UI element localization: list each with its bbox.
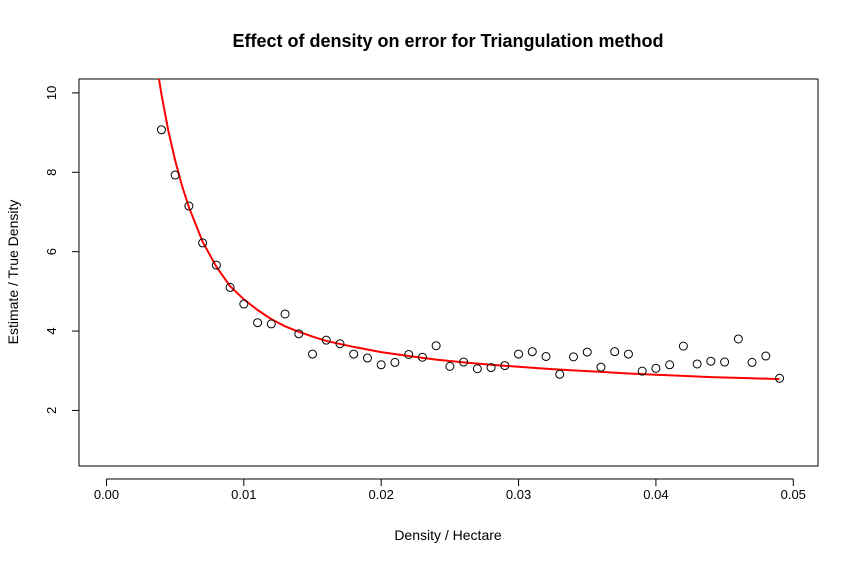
data-point bbox=[733, 334, 743, 344]
data-point bbox=[665, 360, 675, 370]
y-tick-label: 2 bbox=[44, 407, 59, 414]
data-point bbox=[308, 349, 318, 359]
plot-area-frame bbox=[78, 78, 819, 467]
data-point bbox=[321, 335, 331, 345]
data-point bbox=[404, 349, 414, 359]
data-points-layer bbox=[156, 125, 785, 383]
data-point bbox=[596, 362, 606, 372]
data-point bbox=[459, 357, 469, 367]
data-point bbox=[156, 125, 166, 135]
data-point bbox=[239, 299, 249, 309]
data-point bbox=[349, 349, 359, 359]
x-tick-label: 0.03 bbox=[506, 487, 531, 502]
data-point bbox=[362, 353, 372, 363]
data-point bbox=[198, 238, 208, 248]
data-point bbox=[431, 341, 441, 351]
x-tick-label: 0.00 bbox=[94, 487, 119, 502]
x-tick-label: 0.01 bbox=[231, 487, 256, 502]
data-point bbox=[747, 357, 757, 367]
x-tick-label: 0.05 bbox=[781, 487, 806, 502]
data-point bbox=[184, 201, 194, 211]
data-point bbox=[637, 366, 647, 376]
data-point bbox=[225, 282, 235, 292]
fitted-curve-layer bbox=[157, 79, 780, 381]
data-point bbox=[678, 341, 688, 351]
data-point bbox=[651, 363, 661, 373]
data-point bbox=[706, 356, 716, 366]
data-point bbox=[445, 361, 455, 371]
data-point bbox=[555, 369, 565, 379]
y-tick-label: 4 bbox=[44, 327, 59, 334]
y-axis-label: Estimate / True Density bbox=[5, 200, 21, 345]
data-point bbox=[692, 359, 702, 369]
x-axis-label: Density / Hectare bbox=[394, 527, 502, 543]
y-tick-label: 8 bbox=[44, 169, 59, 176]
data-point bbox=[514, 349, 524, 359]
data-point bbox=[720, 357, 730, 367]
x-tick-label: 0.04 bbox=[643, 487, 668, 502]
data-point bbox=[582, 347, 592, 357]
data-point bbox=[253, 318, 263, 328]
data-point bbox=[170, 170, 180, 180]
data-point bbox=[541, 351, 551, 361]
y-tick-label: 10 bbox=[44, 86, 59, 100]
data-point bbox=[568, 352, 578, 362]
data-point bbox=[486, 363, 496, 373]
data-point bbox=[266, 319, 276, 329]
data-point bbox=[211, 260, 221, 270]
x-tick-label: 0.02 bbox=[369, 487, 394, 502]
data-point bbox=[623, 349, 633, 359]
fitted-curve-line bbox=[157, 79, 780, 381]
y-axis: 2 4 6 8 10 bbox=[44, 86, 80, 414]
data-point bbox=[472, 364, 482, 374]
data-point bbox=[500, 361, 510, 371]
data-point bbox=[294, 329, 304, 339]
data-point bbox=[761, 351, 771, 361]
data-point bbox=[280, 309, 290, 319]
y-tick-label: 6 bbox=[44, 248, 59, 255]
chart-title: Effect of density on error for Triangula… bbox=[232, 31, 663, 51]
data-point bbox=[610, 347, 620, 357]
x-axis: 0.00 0.01 0.02 0.03 0.04 0.05 bbox=[94, 478, 806, 502]
data-point bbox=[376, 360, 386, 370]
data-point bbox=[417, 352, 427, 362]
data-point bbox=[390, 357, 400, 367]
data-point bbox=[527, 347, 537, 357]
data-point bbox=[335, 339, 345, 349]
data-point bbox=[775, 373, 785, 383]
